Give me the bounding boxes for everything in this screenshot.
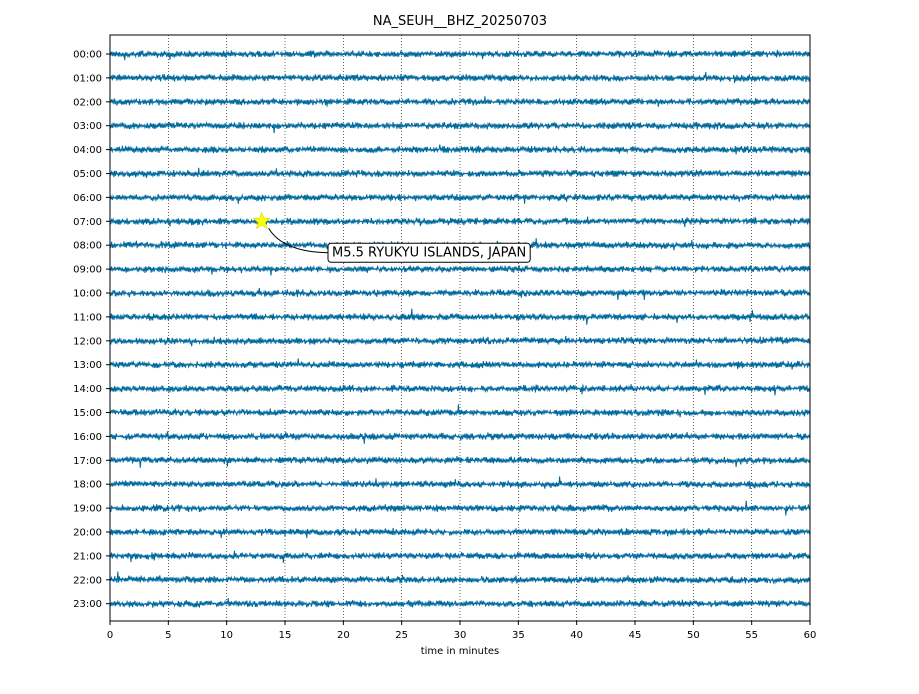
hour-label: 00:00 — [73, 50, 102, 61]
hour-label: 01:00 — [73, 73, 102, 84]
x-tick-label: 0 — [107, 630, 113, 641]
hour-label: 11:00 — [73, 312, 102, 323]
hour-label: 06:00 — [73, 193, 102, 204]
hour-label: 20:00 — [73, 528, 102, 539]
trace-2100 — [109, 550, 811, 563]
trace-2200 — [109, 571, 811, 585]
x-axis-label: time in minutes — [421, 646, 500, 657]
hour-label: 14:00 — [73, 384, 102, 395]
hour-label: 21:00 — [73, 551, 102, 562]
trace-1400 — [109, 384, 811, 396]
hour-label: 03:00 — [73, 121, 102, 132]
x-tick-label: 60 — [804, 630, 817, 641]
hour-tick-labels: 00:00 01:00 02:00 03:00 04:00 05:00 06:00 07:00… — [73, 50, 110, 610]
event-arrow — [268, 228, 329, 254]
hour-label: 22:00 — [73, 575, 102, 586]
hour-label: 05:00 — [73, 169, 102, 180]
x-tick-label: 50 — [687, 630, 700, 641]
trace-1200 — [109, 335, 811, 347]
trace-2000 — [109, 527, 811, 538]
trace-2300 — [109, 598, 811, 609]
x-tick-label: 30 — [454, 630, 467, 641]
trace-0300 — [109, 121, 811, 134]
hour-label: 02:00 — [73, 97, 102, 108]
x-tick-label: 55 — [745, 630, 758, 641]
trace-0500 — [109, 167, 811, 178]
hour-label: 19:00 — [73, 504, 102, 515]
x-tick-label: 15 — [279, 630, 292, 641]
trace-0700 — [109, 216, 811, 227]
x-tick-label: 40 — [570, 630, 583, 641]
trace-1500 — [109, 404, 811, 418]
hour-label: 23:00 — [73, 599, 102, 610]
trace-0100 — [109, 72, 811, 83]
seismic-traces — [109, 49, 811, 609]
x-tick-label: 35 — [512, 630, 525, 641]
hour-label: 08:00 — [73, 241, 102, 252]
hour-label: 10:00 — [73, 289, 102, 300]
chart-title: NA_SEUH__BHZ_20250703 — [373, 14, 547, 29]
trace-0400 — [109, 144, 811, 155]
x-tick-label: 20 — [337, 630, 350, 641]
trace-0200 — [109, 96, 811, 107]
hour-label: 15:00 — [73, 408, 102, 419]
x-tick-label: 45 — [629, 630, 642, 641]
hour-label: 09:00 — [73, 265, 102, 276]
trace-1800 — [109, 476, 811, 489]
trace-1900 — [109, 500, 811, 516]
event-star-marker — [252, 211, 271, 230]
x-tick-label: 5 — [165, 630, 171, 641]
x-tick-labels: 0 5 10 15 20 25 30 35 40 45 50 55 60 — [107, 621, 817, 641]
hour-label: 16:00 — [73, 432, 102, 443]
event-label: M5.5 RYUKYU ISLANDS, JAPAN — [332, 245, 526, 260]
x-tick-label: 25 — [395, 630, 408, 641]
trace-1100 — [109, 308, 811, 325]
trace-1000 — [109, 287, 811, 301]
hour-label: 13:00 — [73, 360, 102, 371]
event-label-box — [327, 242, 531, 263]
x-tick-label: 10 — [220, 630, 233, 641]
trace-0600 — [109, 192, 811, 204]
hour-label: 17:00 — [73, 456, 102, 467]
hour-label: 07:00 — [73, 217, 102, 228]
trace-1700 — [109, 455, 811, 468]
hour-label: 04:00 — [73, 145, 102, 156]
hour-label: 18:00 — [73, 480, 102, 491]
trace-1300 — [109, 358, 811, 370]
trace-0000 — [109, 49, 811, 61]
event-annotation: M5.5 RYUKYU ISLANDS, JAPAN — [252, 211, 531, 263]
hour-label: 12:00 — [73, 336, 102, 347]
trace-1600 — [109, 431, 811, 444]
trace-0900 — [109, 264, 811, 276]
